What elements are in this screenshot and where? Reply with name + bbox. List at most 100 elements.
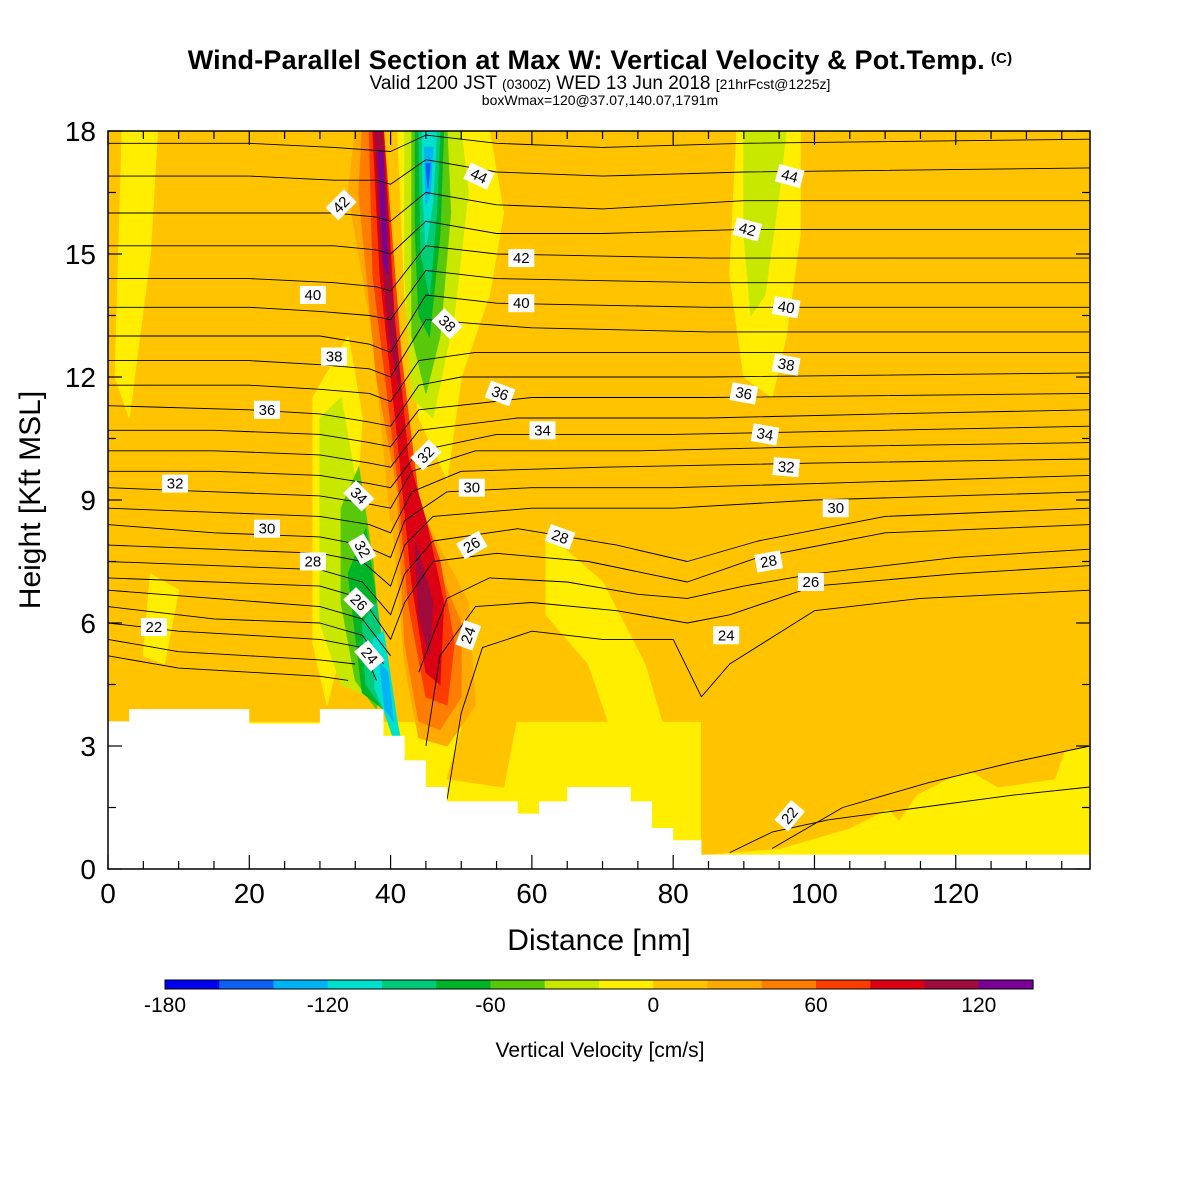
velocity-region	[414, 540, 434, 656]
contour-label-box	[732, 217, 763, 242]
velocity-region	[192, 131, 363, 317]
velocity-region	[379, 662, 394, 722]
contour-label: 36	[254, 400, 280, 419]
contour-label-box	[774, 164, 805, 189]
isentrope-lines	[108, 134, 1090, 854]
contour-label-text: 26	[803, 574, 820, 591]
isentrope-line	[108, 159, 1090, 185]
y-tick-label: 0	[80, 854, 96, 885]
contour-label-box	[456, 530, 488, 560]
contour-label: 34	[529, 421, 556, 440]
x-tick-label: 60	[516, 878, 547, 909]
velocity-region	[545, 531, 703, 842]
y-tick-label: 6	[80, 608, 96, 639]
y-tick-label: 18	[65, 116, 96, 147]
contour-label: 44	[463, 162, 495, 190]
x-tick-label: 0	[100, 878, 116, 909]
contour-label-text: 36	[489, 383, 510, 405]
y-tick-label: 15	[65, 239, 96, 270]
contour-label: 42	[325, 189, 357, 221]
contour-label-text: 36	[734, 384, 753, 404]
colorbar-tick-label: 60	[804, 994, 827, 1017]
contour-label-text: 26	[461, 534, 484, 557]
colorbar-swatch	[273, 980, 329, 989]
isentrope-line	[108, 351, 1090, 403]
y-tick-label: 12	[65, 362, 96, 393]
x-tick-label: 20	[234, 878, 265, 909]
contour-label: 26	[456, 530, 488, 560]
contour-label-text: 44	[779, 166, 800, 187]
contour-label-text: 28	[759, 552, 778, 572]
isentrope-line	[108, 655, 349, 681]
chart-title: Wind-Parallel Section at Max W: Vertical…	[187, 45, 985, 75]
contour-label: 44	[774, 164, 805, 189]
colorbar-swatch	[816, 980, 871, 989]
velocity-region	[121, 647, 251, 706]
contour-label: 36	[729, 382, 759, 405]
contour-label-box	[455, 620, 482, 651]
contour-label-box	[325, 189, 357, 221]
contour-label-box	[750, 423, 780, 446]
contour-label: 34	[343, 480, 375, 512]
isentrope-line	[425, 565, 1090, 747]
contour-label-box	[529, 421, 556, 440]
isentrope-line	[108, 294, 1090, 353]
contour-label: 40	[299, 286, 326, 304]
contour-label-text: 30	[463, 480, 480, 497]
contour-label-box	[774, 799, 805, 832]
colorbar-tick-label: -120	[307, 994, 349, 1017]
isentrope-line	[108, 409, 1090, 468]
isentrope-line	[108, 392, 1090, 448]
contour-label-text: 32	[350, 538, 373, 561]
contour-label: 40	[771, 296, 801, 319]
contour-label: 24	[713, 626, 740, 645]
contour-label: 38	[431, 308, 463, 340]
contour-label-box	[508, 249, 535, 268]
axis-ticks	[107, 130, 1090, 870]
contour-label-text: 28	[305, 554, 322, 571]
contour-label-text: 40	[513, 295, 530, 312]
contour-label-box	[254, 519, 280, 538]
colorbar-swatch	[870, 980, 926, 989]
colorbar-swatch	[544, 980, 600, 989]
isentrope-line	[729, 786, 1090, 854]
x-tick-label: 40	[375, 878, 406, 909]
colorbar-swatch	[978, 980, 1034, 989]
title-block: Wind-Parallel Section at Max W: Vertical…	[0, 44, 1200, 107]
chart-title-tag: (C)	[990, 50, 1013, 67]
y-tick-label: 9	[80, 485, 96, 516]
contour-label: 26	[797, 573, 824, 591]
contour-label: 42	[732, 217, 763, 242]
contour-label-box	[343, 586, 375, 619]
contour-label-box	[354, 640, 385, 672]
contour-label-box	[410, 439, 442, 471]
contour-label: 38	[771, 353, 801, 376]
contour-label-text: 34	[755, 425, 774, 445]
isentrope-line	[108, 638, 356, 665]
contour-label-box	[484, 380, 516, 407]
x-tick-label: 80	[658, 878, 689, 909]
velocity-region	[941, 704, 1070, 788]
colorbar-tick-label: 120	[961, 994, 996, 1017]
x-axis-title: Distance [nm]	[507, 924, 690, 957]
contour-label: 34	[750, 423, 780, 446]
colorbar-swatch	[490, 980, 546, 989]
isentrope-line	[446, 589, 1090, 800]
isentrope-line	[108, 220, 1090, 255]
contour-label-text: 32	[167, 476, 184, 493]
contour-label-text: 36	[259, 402, 276, 419]
contour-label-text: 42	[737, 220, 758, 241]
contour-label: 32	[772, 457, 800, 478]
contour-label-box	[348, 533, 377, 565]
colorbar-swatch	[219, 980, 275, 989]
isentrope-line	[108, 474, 1090, 558]
contour-label-text: 24	[458, 625, 480, 646]
contour-label-box	[463, 162, 495, 190]
contour-label: 32	[162, 474, 189, 493]
isentrope-line	[108, 245, 1090, 292]
contour-label-box	[544, 523, 576, 550]
contour-label: 28	[299, 552, 326, 571]
terrain-mask	[108, 709, 1090, 869]
contour-label: 32	[410, 439, 442, 471]
contour-label-text: 40	[776, 298, 795, 318]
